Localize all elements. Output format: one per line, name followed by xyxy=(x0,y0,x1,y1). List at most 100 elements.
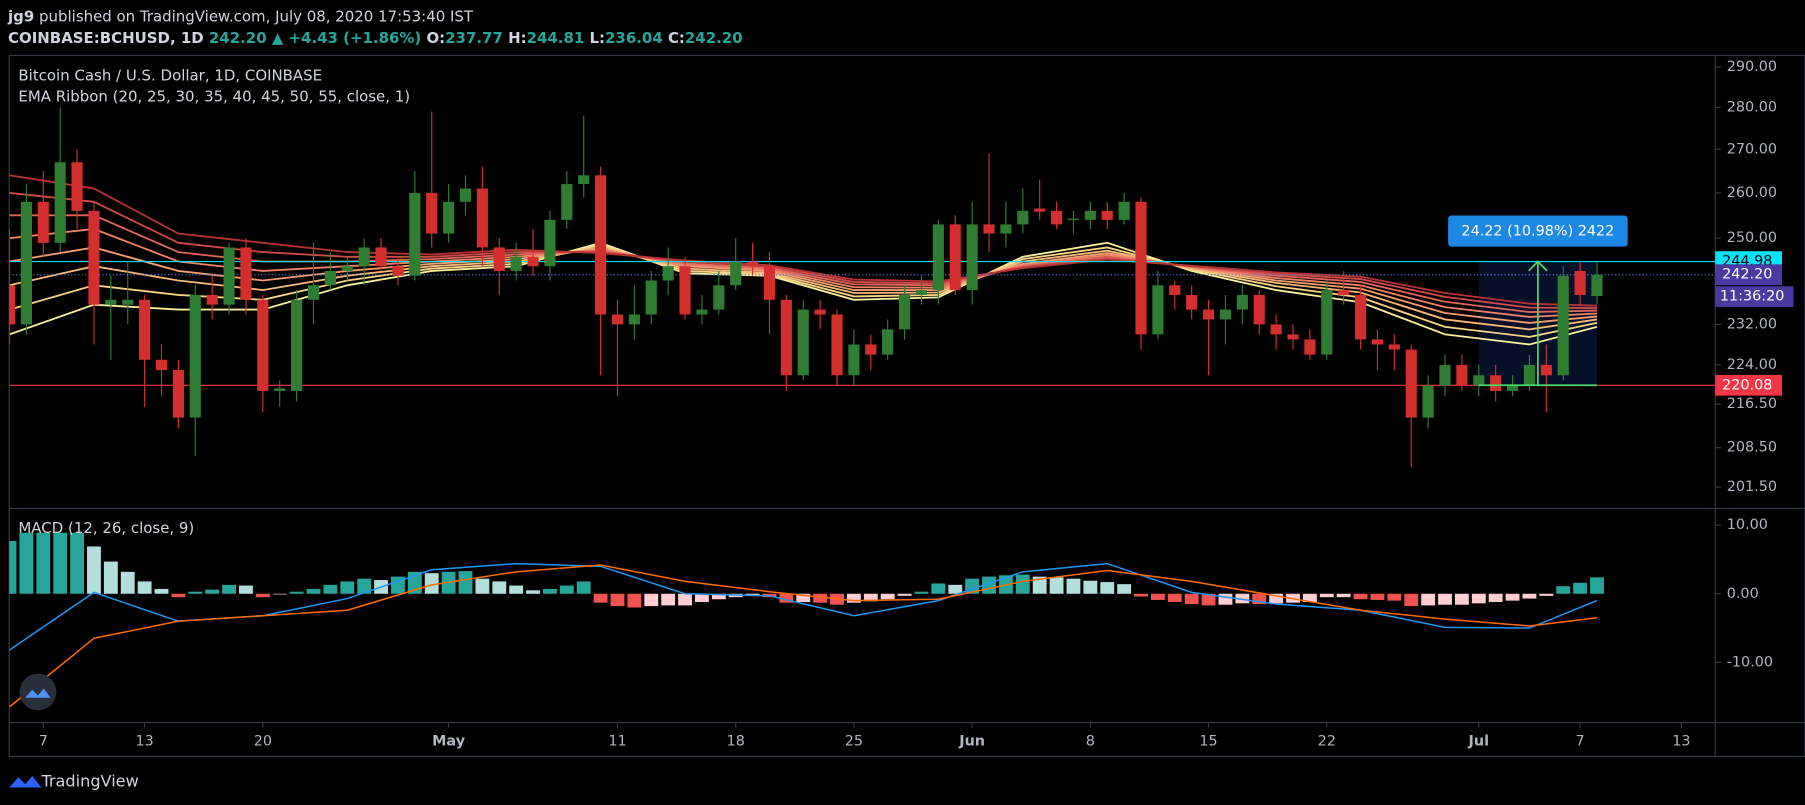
histogram-bar xyxy=(424,573,439,594)
candle-body xyxy=(1371,339,1384,345)
histogram-bar xyxy=(897,593,912,596)
histogram-bar xyxy=(1032,576,1047,594)
histogram-bar xyxy=(1488,593,1503,602)
histogram-bar xyxy=(70,532,84,594)
candle-body xyxy=(1169,285,1181,295)
measure-label-bg xyxy=(1448,215,1628,247)
histogram-bar xyxy=(171,593,186,598)
candle-body xyxy=(122,299,134,305)
candle-body xyxy=(1034,208,1046,212)
candle-body xyxy=(763,266,776,300)
ohlc-value: 242.20 xyxy=(685,29,743,47)
candle-body xyxy=(1084,210,1096,220)
candle-body xyxy=(544,219,556,267)
candle-body xyxy=(1405,349,1417,418)
candle-body xyxy=(611,314,624,325)
histogram-bar xyxy=(779,593,794,603)
signal-line xyxy=(9,564,1598,708)
x-tick-label: 25 xyxy=(845,734,863,750)
histogram-bar xyxy=(813,593,828,603)
candle-body xyxy=(1540,364,1552,376)
candle-body xyxy=(375,247,387,267)
histogram-bar xyxy=(154,588,169,594)
y-tick-label: 201.50 xyxy=(1727,479,1777,495)
macd-pane xyxy=(9,532,1604,708)
histogram-bar xyxy=(239,585,253,594)
candle-body xyxy=(155,359,168,371)
measure-arrowhead xyxy=(1528,260,1548,272)
x-tick-label: 7 xyxy=(39,734,48,750)
histogram-bar xyxy=(1404,593,1419,607)
candle-body xyxy=(1152,285,1164,335)
macd-line xyxy=(9,562,1598,651)
ema-line xyxy=(9,241,1598,346)
candle-body xyxy=(595,175,607,315)
candle-body xyxy=(1591,274,1603,297)
candle-body xyxy=(561,184,573,220)
histogram-bar xyxy=(1066,578,1081,594)
histogram-bar xyxy=(1184,593,1199,605)
x-tick-label: Jul xyxy=(1468,734,1490,750)
histogram-bar xyxy=(543,588,557,594)
histogram-bar xyxy=(576,581,591,594)
price-label: 220.08 xyxy=(1722,377,1772,393)
histogram-bar xyxy=(1539,593,1554,596)
histogram-bar xyxy=(357,578,372,594)
candle-body xyxy=(1101,210,1113,220)
candle-body xyxy=(915,290,928,295)
x-tick-label: 20 xyxy=(254,734,272,750)
y-tick-label: 0.00 xyxy=(1727,586,1759,602)
histogram-bar xyxy=(846,593,861,603)
ema-line xyxy=(9,192,1598,310)
candle-body xyxy=(848,344,860,376)
candle-body xyxy=(1506,385,1519,391)
histogram-bar xyxy=(863,593,878,602)
histogram-bar xyxy=(458,571,473,594)
candle-body xyxy=(1354,294,1367,340)
candle-body xyxy=(966,224,978,291)
candle-body xyxy=(341,266,353,271)
candle-body xyxy=(899,294,911,330)
candle-body xyxy=(1118,201,1130,220)
candle-body xyxy=(662,266,674,281)
candle-body xyxy=(1523,364,1536,386)
histogram-bar xyxy=(1556,586,1571,594)
frame xyxy=(8,54,1805,758)
x-tick-label: Jun xyxy=(958,734,985,750)
x-tick-label: 18 xyxy=(727,734,745,750)
candle-body xyxy=(831,314,843,376)
candle-body xyxy=(696,309,708,315)
publish-line: jg9 published on TradingView.com, July 0… xyxy=(7,7,474,25)
histogram-bar xyxy=(1235,593,1250,604)
histogram-bar xyxy=(1454,593,1469,605)
x-tick-label: 13 xyxy=(1672,734,1690,750)
histogram-bar xyxy=(1370,593,1385,600)
candle-body xyxy=(527,256,539,267)
histogram-bar xyxy=(1387,593,1402,601)
x-tick-label: 11 xyxy=(608,734,626,750)
candle-body xyxy=(71,162,83,211)
histogram-bar xyxy=(87,546,101,594)
candle-body xyxy=(932,224,944,291)
histogram-bar xyxy=(1083,580,1098,594)
y-tick-label: 290.00 xyxy=(1727,59,1777,75)
histogram-bar xyxy=(509,585,524,594)
candle-body xyxy=(949,224,961,291)
y-tick-label: -10.00 xyxy=(1727,654,1773,670)
ema-line xyxy=(9,244,1598,338)
candle-body xyxy=(1473,375,1485,386)
histogram-bar xyxy=(1049,577,1064,594)
histogram-bar xyxy=(1218,593,1233,605)
ohlc-value: 237.77 xyxy=(445,29,503,47)
candle-body xyxy=(459,188,472,202)
histogram-bar xyxy=(1117,584,1132,594)
candle-body xyxy=(493,247,505,271)
histogram-bar xyxy=(880,593,895,600)
histogram-bar xyxy=(610,593,625,607)
candle-body xyxy=(1017,210,1029,225)
candle-body xyxy=(206,294,218,305)
candle-body xyxy=(1321,290,1333,355)
histogram-bar xyxy=(255,593,270,598)
histogram-bar xyxy=(1269,593,1284,604)
histogram-bar xyxy=(559,585,574,594)
